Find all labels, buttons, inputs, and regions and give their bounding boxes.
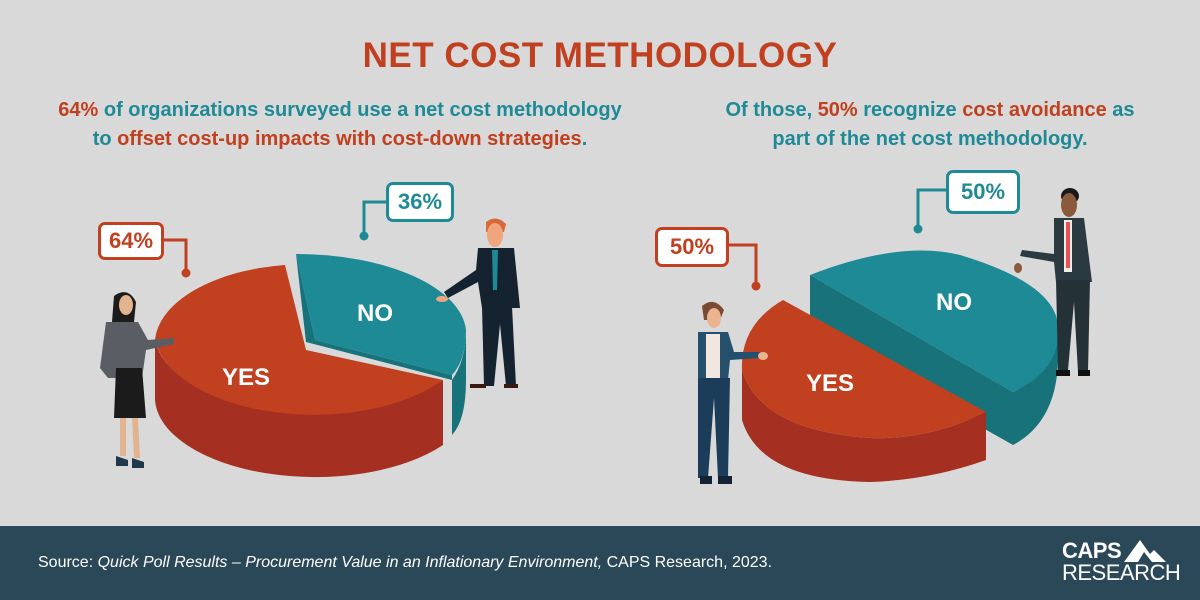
right-subtitle-text: Of those, <box>725 99 818 121</box>
right-no-slice-label: NO <box>936 289 972 316</box>
caps-research-logo: CAPS RESEARCH <box>1052 538 1181 590</box>
source-prefix: Source: <box>38 554 98 571</box>
left-subtitle: 64% of organizations surveyed use a net … <box>30 96 650 154</box>
left-pie-yes-slice <box>155 265 443 415</box>
right-no-connector <box>916 188 948 228</box>
right-pie-yes-slice <box>741 300 986 439</box>
left-pie-chart <box>155 200 466 478</box>
businesswoman-figure-icon <box>100 292 174 468</box>
right-subtitle-text: recognize <box>857 99 963 121</box>
right-no-percent-callout: 50% <box>946 170 1020 214</box>
left-subtitle-text: to <box>92 128 118 150</box>
right-subtitle: Of those, 50% recognize cost avoidance a… <box>700 96 1160 154</box>
right-pie-chart <box>728 188 1059 482</box>
logo-caps-text: CAPS <box>1062 538 1122 563</box>
left-pie-no-slice <box>296 253 466 375</box>
right-subtitle-text: part of the net cost methodology. <box>772 128 1088 150</box>
right-yes-slice-label: YES <box>806 370 855 397</box>
right-yes-connector <box>728 243 758 285</box>
left-yes-percent-callout: 64% <box>98 222 164 260</box>
left-pie-no-side <box>452 330 466 435</box>
right-pie-no-side <box>1013 300 1059 445</box>
yes-connector <box>160 238 188 272</box>
right-subtitle-highlight: cost avoidance <box>962 99 1107 121</box>
no-connector <box>362 200 390 235</box>
logo-research-text: RESEARCH <box>1062 560 1181 585</box>
left-yes-slice-label: YES <box>222 364 271 391</box>
yes-connector-dot <box>181 268 191 278</box>
right-pie-yes-side <box>742 370 986 482</box>
left-subtitle-text: of organizations surveyed use a net cost… <box>98 99 622 121</box>
footer-bar: Source: Quick Poll Results – Procurement… <box>0 526 1200 600</box>
right-yes-connector-dot <box>751 281 761 291</box>
right-subtitle-highlight: 50% <box>817 99 858 121</box>
left-subtitle-text: . <box>581 128 588 150</box>
businessman-red-tie-figure-icon <box>1014 188 1092 376</box>
left-no-percent-callout: 36% <box>386 182 454 222</box>
source-citation: Source: Quick Poll Results – Procurement… <box>38 554 772 572</box>
source-title: Quick Poll Results – Procurement Value i… <box>97 554 603 571</box>
mountain-logo-icon <box>1124 540 1166 562</box>
right-no-connector-dot <box>913 224 923 234</box>
businessman-figure-icon <box>436 218 520 388</box>
left-no-slice-label: NO <box>357 300 393 327</box>
left-pie-no-inner-wall <box>296 254 452 380</box>
left-subtitle-highlight: 64% <box>58 99 99 121</box>
source-suffix: CAPS Research, 2023. <box>602 554 773 571</box>
businesswoman-thumbs-up-figure-icon <box>698 301 768 484</box>
right-pie-no-slice <box>810 250 1059 392</box>
left-subtitle-highlight: offset cost-up impacts with cost-down st… <box>117 128 582 150</box>
right-subtitle-text: as <box>1106 99 1135 121</box>
left-pie-yes-side <box>155 340 443 478</box>
no-connector-dot <box>359 231 369 241</box>
page-title: NET COST METHODOLOGY <box>362 36 838 75</box>
right-yes-percent-callout: 50% <box>655 227 729 267</box>
